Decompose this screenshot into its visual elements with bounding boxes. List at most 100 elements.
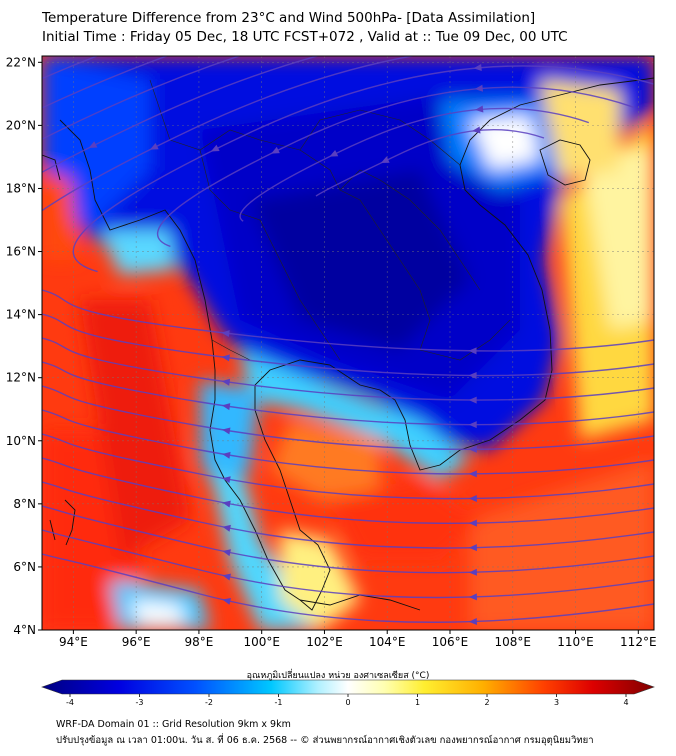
- wind-arrowhead: [468, 470, 477, 478]
- streamline: [42, 361, 654, 426]
- wind-arrowhead: [468, 494, 477, 502]
- colorbar-tick-label: 1: [415, 698, 420, 707]
- colorbar-title: อุณหภูมิเปลี่ยนแปลง หน่วย องศาเซลเซียส (…: [246, 671, 430, 681]
- streamline: [42, 481, 654, 549]
- lon-tick-label: 112°E: [620, 635, 657, 649]
- streamline: [72, 65, 654, 273]
- wind-arrowhead: [474, 84, 484, 92]
- wind-arrowhead: [468, 2, 477, 10]
- wind-arrowhead: [380, 156, 390, 163]
- streamline: [42, 457, 654, 524]
- colorbar-tick-label: -2: [205, 698, 213, 707]
- streamline: [42, 56, 242, 140]
- update-credit: ปรับปรุงข้อมูล ณ เวลา 01:00น. วัน ส. ที่…: [56, 735, 594, 746]
- wind-arrowhead: [221, 403, 231, 411]
- wind-arrowhead: [222, 427, 231, 435]
- chart-subtitle: Initial Time : Friday 05 Dec, 18 UTC FCS…: [42, 29, 568, 45]
- wind-arrowhead: [468, 617, 477, 625]
- colorbar-tick-label: 0: [345, 698, 350, 707]
- streamline: [42, 529, 654, 599]
- lat-tick-label: 4°N: [13, 623, 36, 637]
- wind-arrowhead: [222, 500, 231, 508]
- model-info: WRF-DA Domain 01 :: Grid Resolution 9km …: [56, 719, 291, 730]
- chart-title: Temperature Difference from 23°C and Win…: [42, 10, 536, 26]
- wind-arrowhead: [222, 597, 232, 605]
- colorbar-tick-label: 4: [623, 698, 628, 707]
- wind-arrowhead: [468, 568, 477, 576]
- wind-arrowhead: [468, 593, 477, 601]
- colorbar-tick-label: -1: [275, 698, 283, 707]
- wind-arrowhead: [271, 146, 280, 154]
- wind-arrowhead: [472, 43, 481, 51]
- streamline: [42, 409, 654, 475]
- colorbar-tick-label: 3: [554, 698, 559, 707]
- streamline: [42, 313, 654, 377]
- lat-axis: 22°N 20°N 18°N 16°N 14°N 12°N 10°N 8°N 6°N 4°N: [6, 55, 42, 637]
- plot-frame: [41, 55, 655, 631]
- colorbar: -4 -3 -2 -1 0 1 2 3 4: [41, 679, 655, 707]
- wind-arrowhead: [221, 354, 230, 362]
- streamline: [156, 86, 634, 248]
- wind-arrowhead: [149, 142, 159, 150]
- lon-tick-label: 108°E: [495, 635, 532, 649]
- wind-streamlines: [42, 56, 654, 623]
- lat-tick-label: 10°N: [6, 434, 36, 448]
- wind-arrowhead: [329, 149, 339, 157]
- wind-arrowhead: [26, 140, 36, 150]
- lon-tick-label: 104°E: [369, 635, 406, 649]
- wind-arrowhead: [222, 573, 231, 581]
- temperature-field: [42, 56, 654, 630]
- streamline: [239, 107, 590, 222]
- wind-arrowhead: [88, 141, 98, 149]
- wind-arrowhead: [221, 330, 230, 338]
- wind-arrowhead: [222, 549, 231, 557]
- wind-arrowhead: [468, 519, 477, 527]
- wind-arrows: [26, 2, 484, 625]
- wind-arrowhead: [473, 64, 482, 71]
- wind-arrowhead: [468, 544, 477, 552]
- colorbar-bar: [41, 679, 655, 695]
- lat-tick-label: 22°N: [6, 55, 36, 69]
- lon-axis: 94°E 96°E 98°E 100°E 102°E 104°E 106°E 108°E 110…: [59, 630, 657, 649]
- lat-tick-label: 18°N: [6, 181, 36, 195]
- lon-tick-label: 102°E: [306, 635, 343, 649]
- streamline: [42, 289, 654, 352]
- wind-arrowhead: [222, 524, 231, 532]
- lat-tick-label: 12°N: [6, 371, 36, 385]
- lat-tick-label: 8°N: [13, 497, 36, 511]
- streamline: [42, 56, 169, 109]
- lon-tick-label: 94°E: [59, 635, 88, 649]
- wind-arrowhead: [468, 396, 477, 404]
- wind-arrowhead: [468, 445, 477, 453]
- wind-arrowhead: [468, 371, 477, 379]
- wind-arrowhead: [468, 421, 477, 429]
- colorbar-tick-label: -3: [136, 698, 144, 707]
- lat-tick-label: 14°N: [6, 308, 36, 322]
- streamline: [42, 56, 654, 212]
- streamline: [42, 433, 654, 500]
- colorbar-tick-label: -4: [66, 698, 74, 707]
- lat-tick-label: 16°N: [6, 245, 36, 259]
- lon-tick-label: 98°E: [184, 635, 213, 649]
- streamline: [42, 553, 654, 623]
- streamline: [42, 385, 654, 450]
- lat-tick-label: 20°N: [6, 118, 36, 132]
- streamline: [42, 505, 654, 574]
- lon-tick-label: 96°E: [122, 635, 151, 649]
- wind-arrowhead: [210, 144, 220, 152]
- wind-arrowhead: [468, 347, 477, 355]
- wind-arrowhead: [221, 378, 231, 386]
- wind-arrowhead: [472, 126, 481, 134]
- streamline: [42, 337, 654, 401]
- colorbar-ticks: -4 -3 -2 -1 0 1 2 3 4: [66, 694, 629, 707]
- grid-lines: [42, 56, 654, 630]
- lon-tick-label: 110°E: [557, 635, 594, 649]
- wind-arrowhead: [222, 451, 231, 459]
- wind-arrowhead: [475, 105, 484, 113]
- wind-arrowhead: [222, 476, 231, 484]
- wind-arrowhead: [470, 23, 479, 31]
- lon-tick-label: 106°E: [432, 635, 469, 649]
- lat-tick-label: 6°N: [13, 560, 36, 574]
- weather-map: 94°E 96°E 98°E 100°E 102°E 104°E 106°E 108°E 110…: [6, 2, 657, 707]
- lon-tick-label: 100°E: [243, 635, 280, 649]
